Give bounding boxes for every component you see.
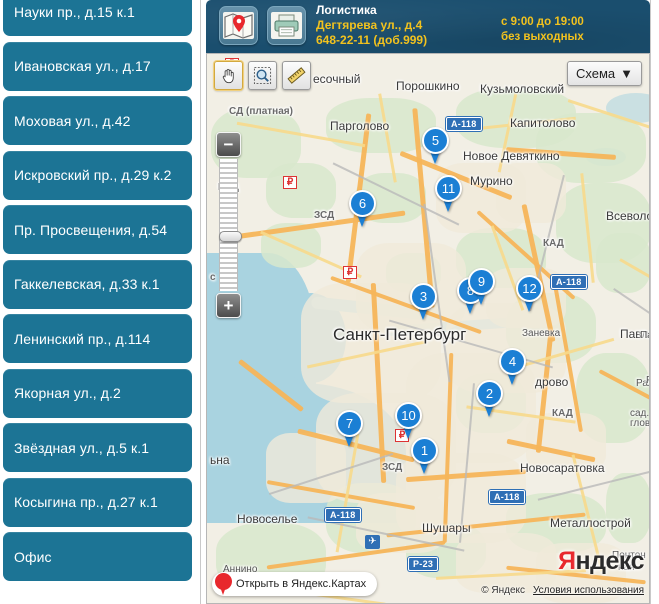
open-in-yandex-maps-button[interactable]: Открыть в Яндекс.Картах [212,572,378,596]
map-marker-label: 4 [499,348,526,375]
map-green [606,473,650,543]
map-label: Пав [640,330,650,341]
map-rail [613,288,650,340]
sidebar-item-9[interactable]: Звёздная ул., д.5 к.1 [3,423,192,472]
sidebar-item-label: Моховая ул., д.42 [14,112,131,129]
sidebar-divider [200,0,201,604]
sidebar-item-5[interactable]: Пр. Просвещения, д.54 [3,205,192,254]
map-marker-label: 6 [349,190,376,217]
map-marker-label: 10 [395,402,422,429]
map-marker-label: 7 [336,410,363,437]
map-copyright: © Яндекс Условия использования [481,585,644,596]
copyright-text: © Яндекс [481,585,525,596]
airport-icon: ✈ [365,535,380,549]
highway-shield: Р-23 [408,557,439,571]
open-in-yandex-maps-label: Открыть в Яндекс.Картах [236,578,367,590]
map-label: Порошкино [396,79,460,93]
toll-road-icon: ₽ [343,266,357,279]
map-marker-12[interactable]: 12 [516,275,543,312]
map-label: Павлово [620,327,650,341]
pan-tool-icon[interactable] [214,61,243,90]
map-marker-4[interactable]: 4 [499,348,526,385]
sidebar-item-label: Ивановская ул., д.17 [14,58,151,74]
red-pin-icon [215,573,233,595]
map-marker-label: 11 [435,175,462,202]
sidebar-item-label: Звёздная ул., д.5 к.1 [14,439,150,456]
map-marker-6[interactable]: 6 [349,190,376,227]
map-marker-9[interactable]: 9 [468,268,495,305]
zoom-handle[interactable] [219,231,242,242]
sidebar-item-10[interactable]: Косыгина пр., д.27 к.1 [3,477,192,527]
header-phone: 648-22-11 (доб.999) [316,33,428,47]
sidebar-item-11[interactable]: Офис [3,532,192,581]
map-marker-label: 2 [476,380,503,407]
map-pin-button[interactable] [219,6,258,45]
map-marker-3[interactable]: 3 [410,283,437,320]
map-marker-label: 9 [468,268,495,295]
sidebar-item-label: Косыгина пр., д.27 к.1 [14,494,158,510]
zoom-slider[interactable]: − + [216,132,242,318]
map-marker-label: 1 [411,437,438,464]
highway-shield: А-118 [551,275,587,289]
sidebar-item-7[interactable]: Ленинский пр., д.114 [3,314,192,363]
zoom-track[interactable] [219,159,242,291]
sidebar-item-6[interactable]: Гаккелевская, д.33 к.1 [3,259,192,309]
map-panel: Логистика Дегтярева ул., д.4 648-22-11 (… [206,0,650,604]
header-hours: с 9:00 до 19:00 [501,16,584,28]
highway-shield: А-118 [446,117,482,131]
sidebar-item-1[interactable]: Науки пр., д.15 к.1 [3,0,192,36]
map-marker-5[interactable]: 5 [422,127,449,164]
terms-of-use-link[interactable]: Условия использования [533,585,644,596]
map-pin-icon [223,12,254,39]
header-title: Логистика [316,3,377,17]
map-marker-10[interactable]: 10 [395,402,422,439]
zoom-out-button[interactable]: − [216,132,241,157]
map-marker-label: 5 [422,127,449,154]
zoom-region-tool-icon[interactable] [248,61,277,90]
address-sidebar: Науки пр., д.15 к.1 Ивановская ул., д.17 М… [0,0,198,604]
printer-icon [271,12,302,39]
map-marker-7[interactable]: 7 [336,410,363,447]
map-marker-2[interactable]: 2 [476,380,503,417]
sidebar-item-label: Гаккелевская, д.33 к.1 [14,276,160,292]
ruler-tool-icon[interactable] [282,61,311,90]
header-workdays: без выходных [501,31,584,43]
toll-road-icon: ₽ [283,176,297,189]
sidebar-item-label: Искровский пр., д.29 к.2 [14,167,172,183]
yandex-map[interactable]: Санкт-Петербург Парголово Порошкино Кузьмол… [206,53,650,604]
sidebar-item-label: Ленинский пр., д.114 [14,330,151,347]
map-green [266,163,336,218]
sidebar-item-3[interactable]: Моховая ул., д.42 [3,96,192,145]
highway-shield: А-118 [325,508,361,522]
branch-header: Логистика Дегтярева ул., д.4 648-22-11 (… [206,0,650,53]
zoom-in-button[interactable]: + [216,293,241,318]
sidebar-item-label: Науки пр., д.15 к.1 [14,3,135,20]
map-marker-label: 3 [410,283,437,310]
map-layer-select[interactable]: Схема ▼ [566,61,642,86]
chevron-down-icon: ▼ [620,66,633,81]
map-marker-label: 12 [516,275,543,302]
map-marker-1[interactable]: 1 [411,437,438,474]
map-marker-11[interactable]: 11 [435,175,462,212]
header-address: Дегтярева ул., д.4 [316,18,423,32]
sidebar-item-label: Пр. Просвещения, д.54 [14,221,168,238]
sidebar-item-2[interactable]: Ивановская ул., д.17 [3,41,192,91]
highway-shield: А-118 [489,490,525,504]
print-button[interactable] [267,6,306,45]
sidebar-item-8[interactable]: Якорная ул., д.2 [3,368,192,418]
map-layer-value: Схема [575,66,616,81]
page-right-border [650,0,651,604]
sidebar-item-label: Якорная ул., д.2 [14,385,121,401]
sidebar-item-label: Офис [14,548,52,565]
sidebar-item-4[interactable]: Искровский пр., д.29 к.2 [3,150,192,200]
map-label: есочный [313,72,361,86]
